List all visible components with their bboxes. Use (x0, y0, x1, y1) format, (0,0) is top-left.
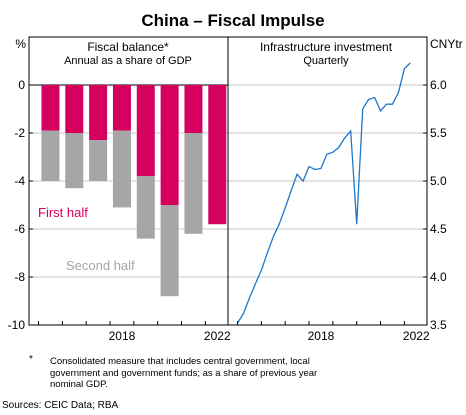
chart-title: China – Fiscal Impulse (141, 11, 324, 30)
right-ytick-label: 6.0 (430, 78, 447, 92)
bar-first-half (184, 85, 203, 133)
bar-second-half (112, 130, 131, 208)
bar-first-half (65, 85, 84, 133)
footnote-line: Consolidated measure that includes centr… (50, 356, 310, 367)
fiscal-bars (41, 85, 227, 297)
left-xtick-label: 2018 (109, 329, 136, 343)
legend-second-half: Second half (66, 258, 135, 273)
right-gridlines (228, 84, 427, 278)
bar-first-half (112, 85, 131, 131)
bar-first-half (160, 85, 179, 205)
right-ytick-label: 4.0 (430, 270, 447, 284)
bar-second-half (160, 205, 179, 297)
bar-second-half (41, 130, 60, 181)
left-axis-unit: % (15, 37, 26, 51)
right-ytick-label: 5.5 (430, 126, 447, 140)
left-ytick-label: -2 (14, 126, 25, 140)
right-xtick-label: 2018 (308, 329, 335, 343)
right-axis-unit: CNYtr (430, 37, 463, 51)
left-ytick-label: -10 (8, 318, 26, 332)
axis-ticks: 0 -2 -4 -6 -8 -10 6.0 5.5 5.0 4.5 4.0 3.5 2018 2022 20… (8, 78, 447, 343)
bar-first-half (89, 85, 108, 141)
right-panel-subtitle: Quarterly (303, 55, 349, 67)
bar-second-half (89, 140, 108, 181)
right-xtick-label: 2022 (403, 329, 430, 343)
sources-text: Sources: CEIC Data; RBA (2, 400, 119, 411)
investment-line-group (236, 62, 411, 324)
bar-second-half (65, 133, 84, 189)
footnote-text: Consolidated measure that includes centr… (50, 356, 317, 391)
left-panel-subtitle: Annual as a share of GDP (64, 55, 192, 67)
left-ytick-label: -4 (14, 174, 25, 188)
bar-first-half (208, 85, 227, 225)
footnote-line: nominal GDP. (50, 379, 108, 390)
right-panel-title: Infrastructure investment (260, 40, 393, 54)
left-xtick-label: 2022 (204, 329, 231, 343)
legend-first-half: First half (38, 205, 88, 220)
bar-second-half (184, 133, 203, 234)
footnote-line: government and government funds; as a sh… (50, 367, 318, 379)
left-ytick-label: 0 (18, 78, 25, 92)
right-ytick-label: 3.5 (430, 318, 447, 332)
footnote-marker: * (29, 354, 33, 365)
bar-second-half (136, 176, 155, 239)
bar-first-half (41, 85, 60, 131)
right-ytick-label: 5.0 (430, 174, 447, 188)
investment-line (236, 62, 411, 324)
left-panel-title: Fiscal balance* (87, 40, 169, 54)
right-ytick-label: 4.5 (430, 222, 447, 236)
bar-first-half (136, 85, 155, 177)
left-ytick-label: -6 (14, 222, 25, 236)
left-ytick-label: -8 (14, 270, 25, 284)
